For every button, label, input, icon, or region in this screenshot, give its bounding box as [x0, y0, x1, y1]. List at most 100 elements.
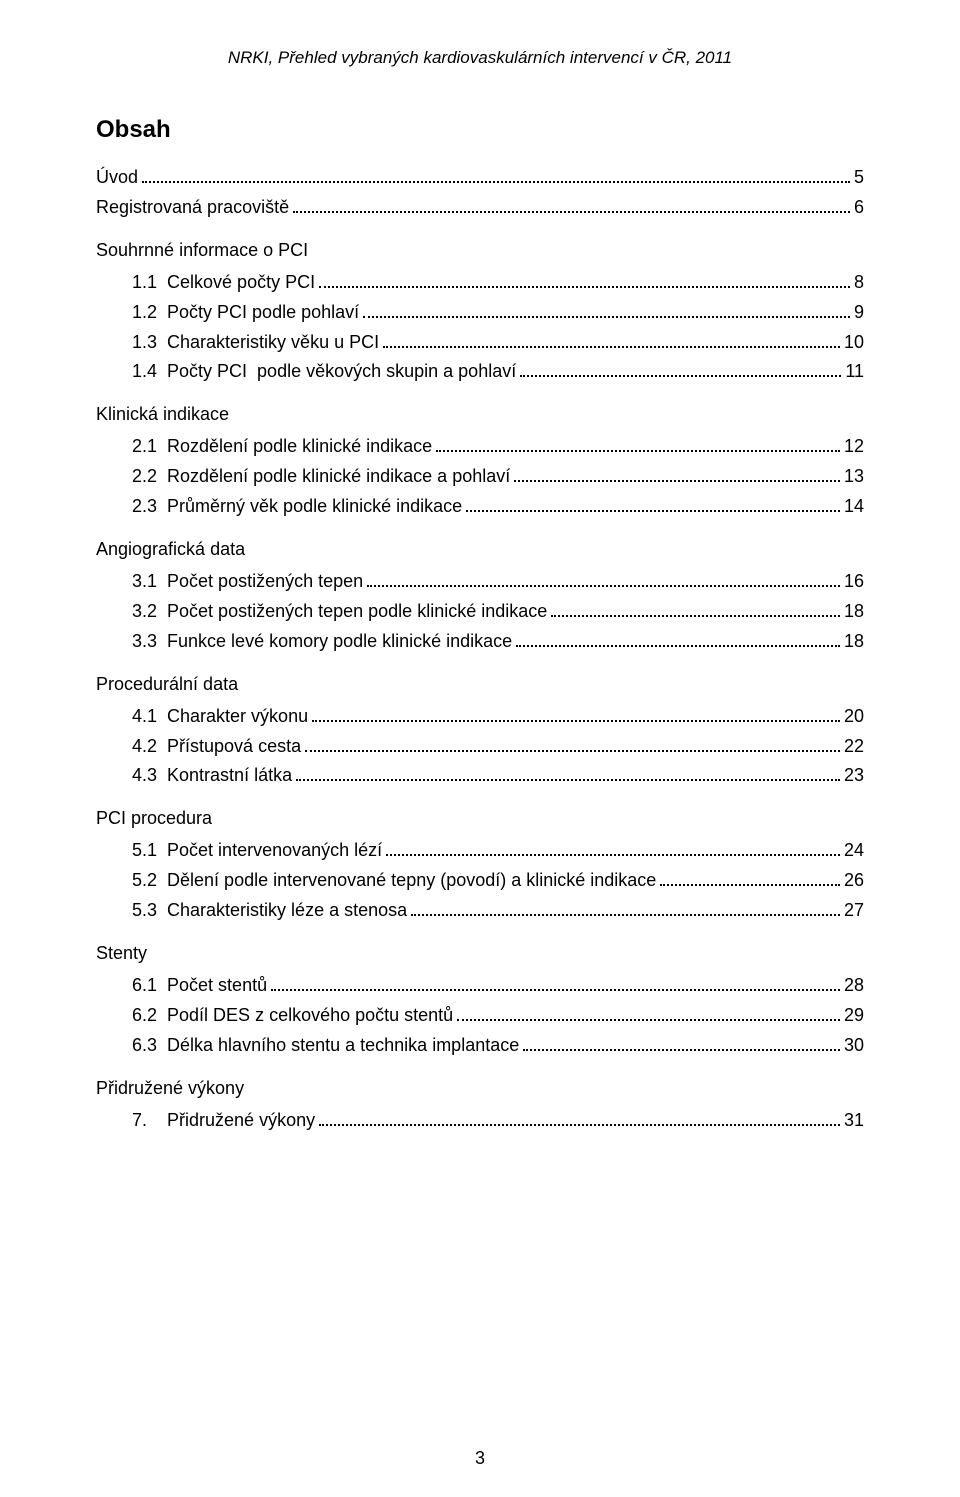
toc-entry: 5.2 Dělení podle intervenované tepny (po…: [96, 867, 864, 895]
toc-entry-label: 2.1 Rozdělení podle klinické indikace: [132, 433, 432, 461]
toc-entry-label: 4.3 Kontrastní látka: [132, 762, 292, 790]
running-header: NRKI, Přehled vybraných kardiovaskulární…: [96, 48, 864, 68]
footer-page-number: 3: [0, 1448, 960, 1469]
toc-entry: 6.3 Délka hlavního stentu a technika imp…: [96, 1032, 864, 1060]
toc-leader: [386, 844, 840, 856]
toc-entry-label: 5.3 Charakteristiky léze a stenosa: [132, 897, 407, 925]
toc-entry-page: 20: [844, 703, 864, 731]
toc-section-heading: Angiografická data: [96, 539, 864, 560]
toc-entry: 4.1 Charakter výkonu 20: [96, 703, 864, 731]
toc-leader: [319, 276, 850, 288]
toc-entry-label: 5.1 Počet intervenovaných lézí: [132, 837, 382, 865]
toc-leader: [457, 1009, 840, 1021]
toc-entry-page: 31: [844, 1107, 864, 1135]
toc-leader: [436, 440, 840, 452]
toc-leader: [312, 710, 840, 722]
toc-leader: [319, 1114, 840, 1126]
toc-leader: [271, 979, 840, 991]
toc-leader: [293, 201, 850, 213]
toc-entry-page: 29: [844, 1002, 864, 1030]
toc-entry: 1.2 Počty PCI podle pohlaví 9: [96, 299, 864, 327]
toc-section-heading: Stenty: [96, 943, 864, 964]
toc-entry-label: 2.3 Průměrný věk podle klinické indikace: [132, 493, 462, 521]
toc-entry: Úvod 5: [96, 164, 864, 192]
toc-entry: 5.3 Charakteristiky léze a stenosa 27: [96, 897, 864, 925]
toc-entry-page: 11: [845, 358, 864, 386]
toc-entry-page: 30: [844, 1032, 864, 1060]
toc-entry-label: 7. Přidružené výkony: [132, 1107, 315, 1135]
toc-entry-label: 1.4 Počty PCI podle věkových skupin a po…: [132, 358, 516, 386]
toc-entry: 4.3 Kontrastní látka 23: [96, 762, 864, 790]
toc-entry-page: 18: [844, 598, 864, 626]
toc-entry: 6.1 Počet stentů 28: [96, 972, 864, 1000]
toc-leader: [411, 904, 840, 916]
toc-entry: 5.1 Počet intervenovaných lézí 24: [96, 837, 864, 865]
toc-list: Úvod 5 Registrovaná pracoviště 6 Souhrnné in…: [96, 164, 864, 1135]
toc-entry-label: Úvod: [96, 164, 138, 192]
toc-entry: 3.1 Počet postižených tepen 16: [96, 568, 864, 596]
toc-leader: [363, 306, 850, 318]
toc-entry-label: 3.1 Počet postižených tepen: [132, 568, 363, 596]
toc-entry-page: 18: [844, 628, 864, 656]
toc-entry: Registrovaná pracoviště 6: [96, 194, 864, 222]
toc-entry-page: 5: [854, 164, 864, 192]
toc-entry: 2.2 Rozdělení podle klinické indikace a …: [96, 463, 864, 491]
toc-leader: [516, 635, 840, 647]
toc-entry: 1.3 Charakteristiky věku u PCI 10: [96, 329, 864, 357]
toc-section-heading: Procedurální data: [96, 674, 864, 695]
toc-entry-label: 5.2 Dělení podle intervenované tepny (po…: [132, 867, 656, 895]
toc-entry-page: 13: [844, 463, 864, 491]
toc-entry-label: 2.2 Rozdělení podle klinické indikace a …: [132, 463, 510, 491]
toc-section-heading: Klinická indikace: [96, 404, 864, 425]
toc-leader: [660, 874, 840, 886]
toc-leader: [514, 470, 840, 482]
toc-entry-label: 1.2 Počty PCI podle pohlaví: [132, 299, 359, 327]
toc-title: Obsah: [96, 116, 864, 144]
toc-leader: [551, 605, 840, 617]
toc-entry: 2.3 Průměrný věk podle klinické indikace…: [96, 493, 864, 521]
toc-leader: [523, 1039, 840, 1051]
toc-entry: 1.4 Počty PCI podle věkových skupin a po…: [96, 358, 864, 386]
toc-entry-page: 8: [854, 269, 864, 297]
toc-entry-label: Registrovaná pracoviště: [96, 194, 289, 222]
toc-entry: 6.2 Podíl DES z celkového počtu stentů 29: [96, 1002, 864, 1030]
toc-entry: 4.2 Přístupová cesta 22: [96, 733, 864, 761]
toc-entry-page: 14: [844, 493, 864, 521]
toc-entry: 3.3 Funkce levé komory podle klinické in…: [96, 628, 864, 656]
toc-entry-label: 6.2 Podíl DES z celkového počtu stentů: [132, 1002, 453, 1030]
toc-entry: 1.1 Celkové počty PCI 8: [96, 269, 864, 297]
toc-entry: 7. Přidružené výkony 31: [96, 1107, 864, 1135]
toc-section-heading: Přidružené výkony: [96, 1078, 864, 1099]
toc-leader: [367, 575, 840, 587]
toc-entry-label: 3.2 Počet postižených tepen podle klinic…: [132, 598, 547, 626]
toc-entry-page: 10: [844, 329, 864, 357]
toc-entry-label: 6.3 Délka hlavního stentu a technika imp…: [132, 1032, 519, 1060]
toc-section-heading: PCI procedura: [96, 808, 864, 829]
toc-entry-page: 16: [844, 568, 864, 596]
toc-entry-label: 1.3 Charakteristiky věku u PCI: [132, 329, 379, 357]
toc-entry-page: 22: [844, 733, 864, 761]
toc-entry-label: 1.1 Celkové počty PCI: [132, 269, 315, 297]
toc-entry-page: 12: [844, 433, 864, 461]
toc-leader: [383, 336, 840, 348]
toc-entry: 2.1 Rozdělení podle klinické indikace 12: [96, 433, 864, 461]
toc-entry: 3.2 Počet postižených tepen podle klinic…: [96, 598, 864, 626]
toc-entry-label: 6.1 Počet stentů: [132, 972, 267, 1000]
toc-entry-page: 26: [844, 867, 864, 895]
toc-entry-label: 4.2 Přístupová cesta: [132, 733, 301, 761]
page: NRKI, Přehled vybraných kardiovaskulární…: [0, 0, 960, 1497]
toc-entry-page: 23: [844, 762, 864, 790]
toc-entry-page: 27: [844, 897, 864, 925]
toc-leader: [466, 500, 840, 512]
toc-leader: [520, 366, 841, 378]
toc-entry-page: 6: [854, 194, 864, 222]
toc-entry-page: 24: [844, 837, 864, 865]
toc-leader: [305, 740, 840, 752]
toc-leader: [142, 171, 850, 183]
toc-entry-label: 4.1 Charakter výkonu: [132, 703, 308, 731]
toc-entry-page: 9: [854, 299, 864, 327]
toc-entry-label: 3.3 Funkce levé komory podle klinické in…: [132, 628, 512, 656]
toc-leader: [296, 770, 840, 782]
toc-section-heading: Souhrnné informace o PCI: [96, 240, 864, 261]
toc-entry-page: 28: [844, 972, 864, 1000]
